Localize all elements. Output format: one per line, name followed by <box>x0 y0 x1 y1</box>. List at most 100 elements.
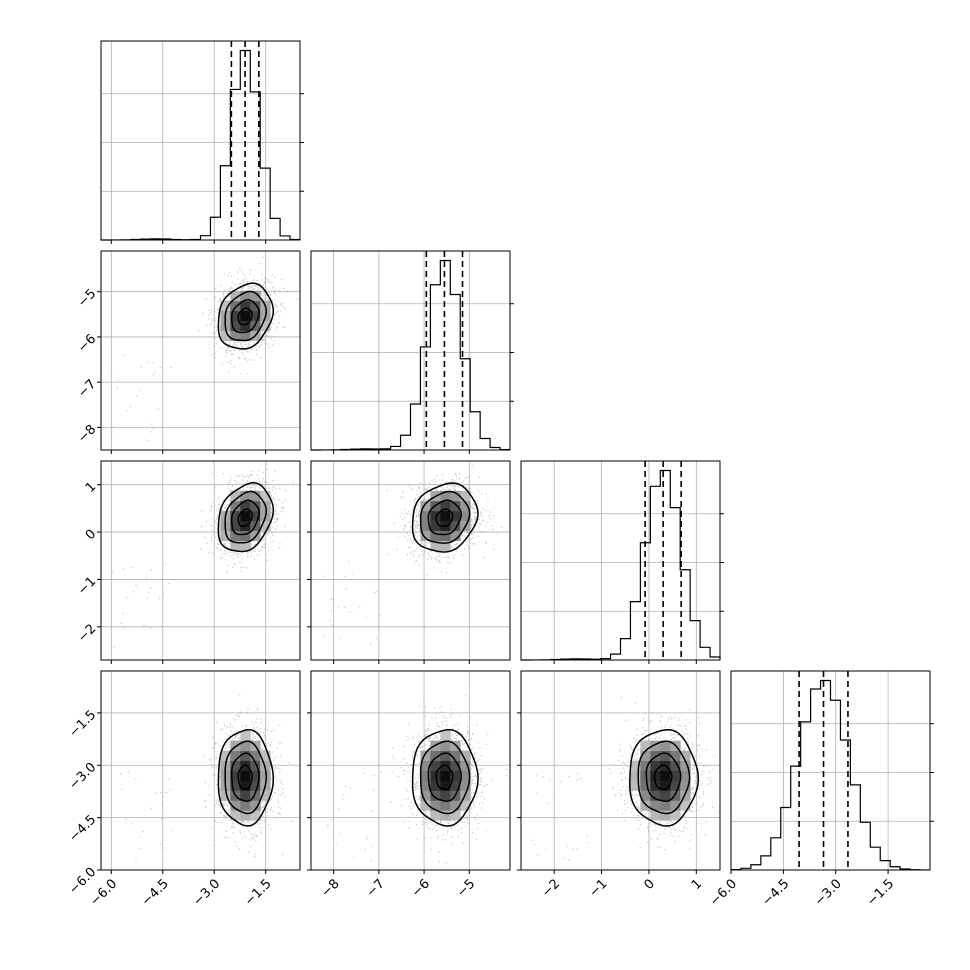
density-cell <box>430 780 441 791</box>
density-cell <box>230 320 241 331</box>
density-cell <box>220 790 231 801</box>
density-cell <box>640 770 651 781</box>
density-cell <box>450 780 461 791</box>
density-cell <box>420 510 431 522</box>
density-cell <box>440 540 451 551</box>
density-cell <box>430 540 441 551</box>
y-tick-label: −5 <box>75 286 99 310</box>
contour-line-1 <box>645 752 682 802</box>
density-cell <box>250 810 261 821</box>
contour-line-0 <box>237 508 253 528</box>
y-tick-label: 0 <box>83 527 99 543</box>
scatter-panel-2-3: −2 −1 0 1 <box>517 670 721 901</box>
contour-line-1 <box>427 752 462 802</box>
density-cell <box>640 790 651 801</box>
density-cell <box>450 770 461 781</box>
density-cell <box>240 530 251 541</box>
contour-line-1 <box>230 499 260 536</box>
x-tick-label: −6.0 <box>707 876 740 909</box>
density-cell <box>230 770 241 781</box>
y-tick-label: −6 <box>75 332 99 356</box>
density-cell <box>230 300 241 312</box>
density-cell <box>240 490 251 502</box>
density-cell <box>450 490 461 502</box>
density-cell <box>630 760 641 771</box>
y-tick-label: −7 <box>75 377 99 401</box>
density-cell <box>250 290 261 302</box>
density-cell <box>240 790 251 801</box>
density-cell <box>430 520 441 532</box>
density-cell <box>430 810 441 821</box>
x-tick-label: −1.5 <box>242 876 275 909</box>
contour-line-2 <box>419 490 471 544</box>
density-cell <box>660 780 671 791</box>
density-cell <box>650 770 661 781</box>
contour-line-3 <box>217 728 275 827</box>
density-cell <box>230 800 241 811</box>
histogram-panel-3: −6.0 −4.5 −3.0 −1.5 <box>707 670 934 909</box>
density-cell <box>630 780 641 791</box>
scatter-points <box>111 256 298 441</box>
density-cell <box>260 520 271 532</box>
density-cell <box>420 780 431 791</box>
density-cell <box>420 790 431 801</box>
contour-line-3 <box>629 728 700 827</box>
density-cell <box>660 790 671 801</box>
scatter-panel-0-1: −8 −7 −6 −5 <box>75 250 301 454</box>
x-tick-label: −5 <box>454 876 478 900</box>
panel-content <box>120 694 293 859</box>
density-cell <box>430 800 441 811</box>
density-cell <box>450 750 461 761</box>
panel-frame <box>310 670 511 871</box>
density-cell <box>230 290 241 302</box>
contour-line-0 <box>653 764 673 790</box>
panel-frame <box>100 40 301 241</box>
contour-line-2 <box>637 740 691 815</box>
density-cell <box>440 510 451 522</box>
density-cell <box>220 750 231 761</box>
scatter-points <box>323 461 503 645</box>
panel-frame <box>520 670 721 871</box>
density-cell <box>420 520 431 532</box>
density-cell <box>650 800 661 811</box>
density-cell <box>640 740 651 751</box>
y-tick-label: −8 <box>75 422 99 446</box>
density-cell <box>230 530 241 541</box>
x-tick-label: −8 <box>318 876 342 900</box>
density-cell <box>670 750 681 761</box>
panel-frame <box>730 670 931 871</box>
density-cell <box>440 750 451 761</box>
x-tick-label: −1 <box>586 876 610 900</box>
contour-line-1 <box>230 299 260 334</box>
density-cell <box>220 330 231 341</box>
contour-line-3 <box>411 482 479 553</box>
density-cell <box>650 790 661 801</box>
density-cell <box>460 500 471 512</box>
density-cell <box>650 760 661 771</box>
density-cell <box>230 540 241 551</box>
density-cell <box>240 540 251 551</box>
density-cell <box>430 510 441 522</box>
density-cell <box>440 530 451 541</box>
contour-line-0 <box>435 764 454 790</box>
density-cell <box>240 770 251 781</box>
density-cell <box>230 760 241 771</box>
scatter-panel-0-2: −2 −1 0 1 <box>75 460 301 664</box>
density-cell <box>230 750 241 761</box>
density-cell <box>250 790 261 801</box>
scatter-panel-0-3: −6.0−4.5−3.0−1.5−6.0 −4.5 −3.0 −1.5 <box>66 670 301 909</box>
panel-frame <box>100 250 301 451</box>
density-cell <box>250 770 261 781</box>
density-cell <box>230 330 241 341</box>
density-cell <box>440 770 451 781</box>
density-cell <box>240 310 251 322</box>
y-tick-label: −4.5 <box>66 812 99 845</box>
density-cell <box>230 510 241 522</box>
density-cell <box>260 750 271 761</box>
density-cell <box>240 800 251 811</box>
density-cell <box>440 740 451 751</box>
density-cell <box>230 310 241 322</box>
density-cell <box>670 790 681 801</box>
density-cell <box>250 310 261 322</box>
density-cell <box>440 490 451 502</box>
